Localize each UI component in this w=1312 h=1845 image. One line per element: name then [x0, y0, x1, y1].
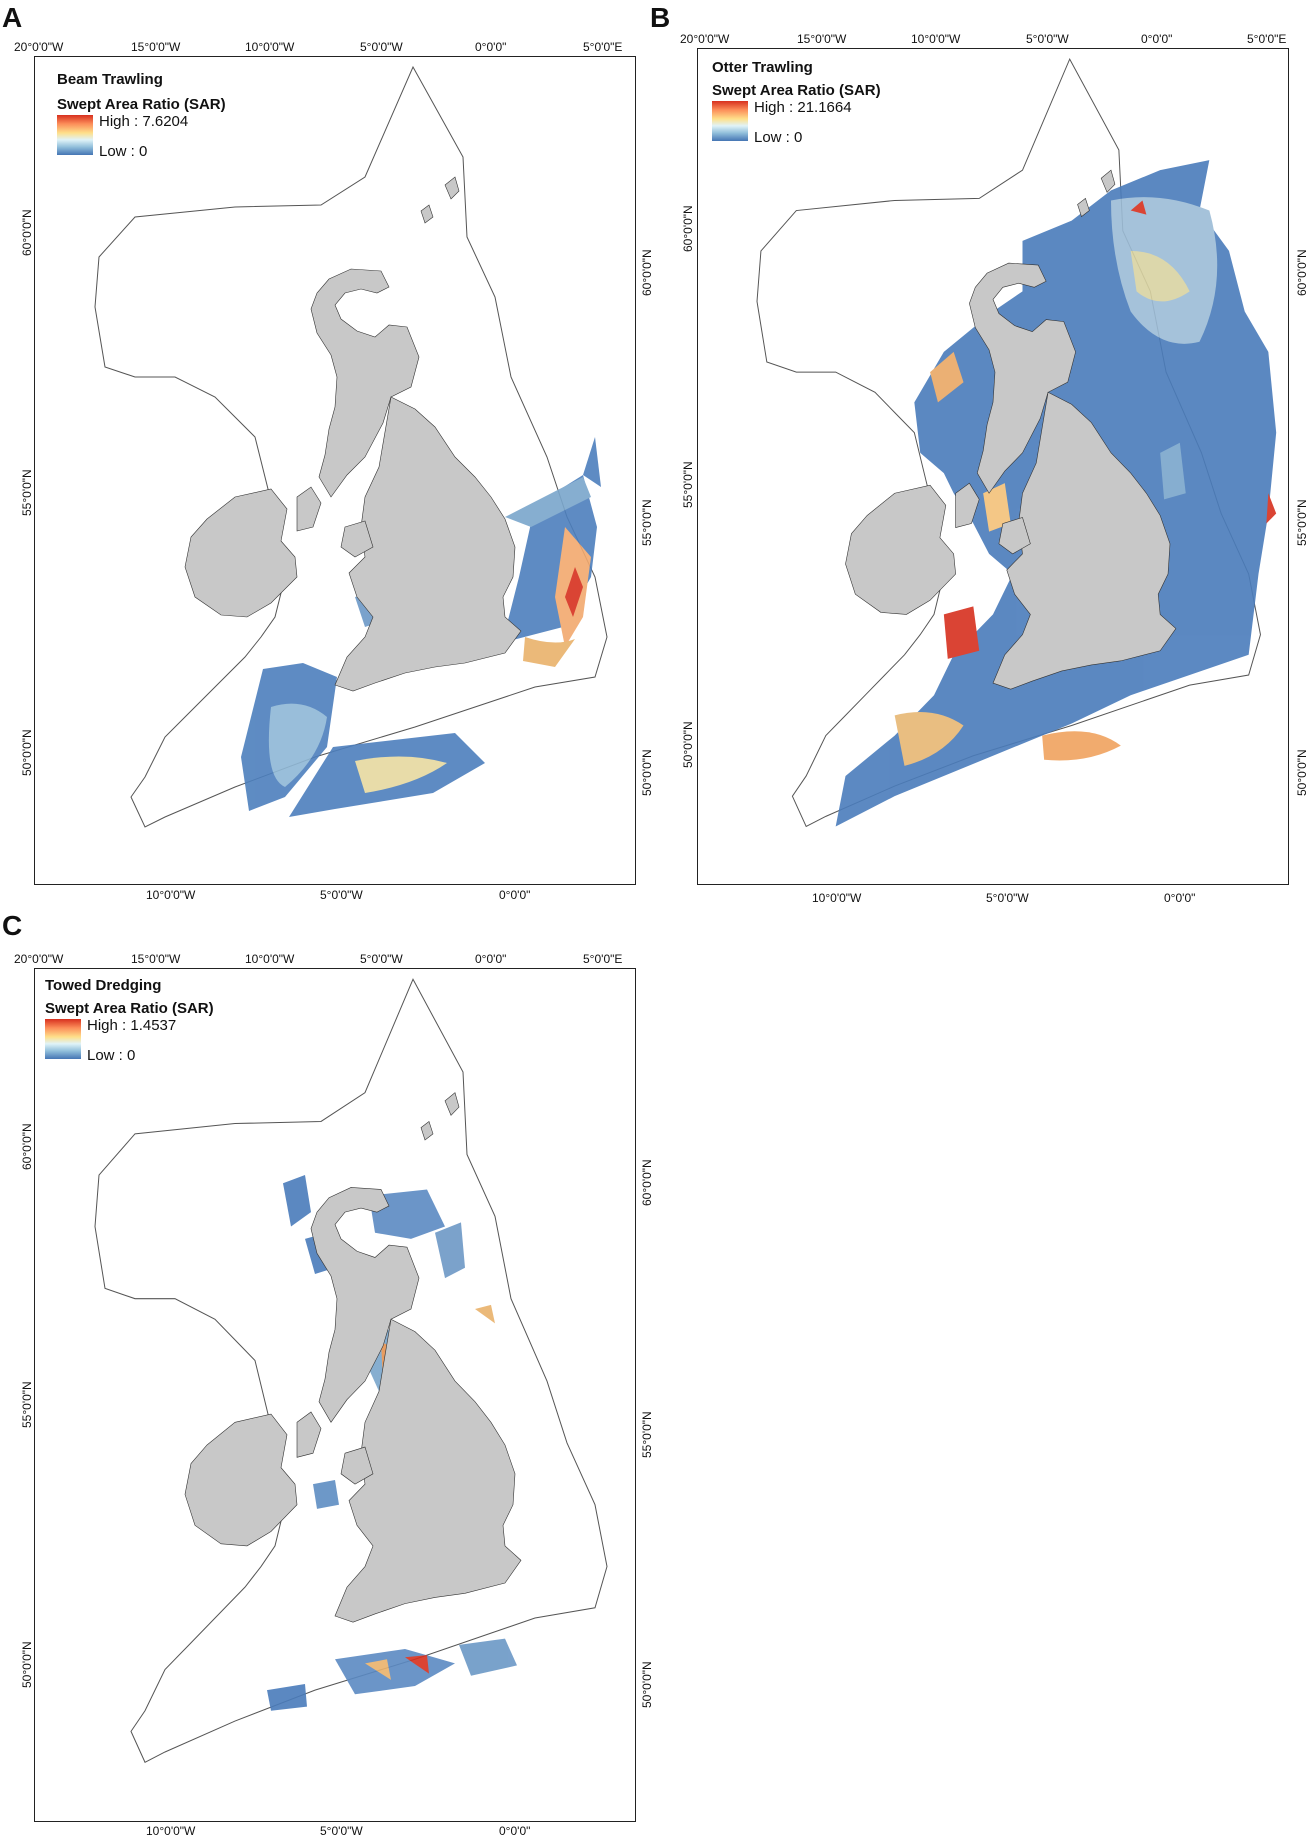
panel-letter: A — [2, 2, 23, 33]
top-tick-label: 5°0'0"W — [1026, 32, 1069, 46]
top-tick-label: 20°0'0"W — [680, 32, 730, 46]
right-tick-label: 60°0'0"N — [640, 249, 654, 296]
left-tick-label: 50°0'0"N — [681, 721, 695, 768]
legend-gear-title: Towed Dredging — [45, 977, 162, 994]
bottom-tick-label: 10°0'0"W — [146, 1824, 196, 1838]
left-tick-label: 55°0'0"N — [20, 1381, 34, 1428]
legend-high-label: High : 7.6204 — [99, 113, 189, 130]
map-frame: Beam Trawling Swept Area Ratio (SAR) Hig… — [34, 56, 636, 885]
top-tick-label: 15°0'0"W — [131, 952, 181, 966]
left-tick-label: 60°0'0"N — [20, 209, 34, 256]
bottom-tick-label: 5°0'0"W — [986, 891, 1029, 905]
right-tick-label: 55°0'0"N — [640, 1411, 654, 1458]
legend-sar-title: Swept Area Ratio (SAR) — [712, 82, 881, 99]
top-tick-label: 10°0'0"W — [245, 40, 295, 54]
top-tick-label: 10°0'0"W — [245, 952, 295, 966]
panel-letter: C — [2, 910, 23, 941]
top-tick-label: 0°0'0" — [475, 40, 507, 54]
map-canvas — [756, 58, 1277, 827]
legend-high-label: High : 21.1664 — [754, 99, 852, 116]
legend-sar-title: Swept Area Ratio (SAR) — [45, 1000, 214, 1017]
top-tick-label: 5°0'0"E — [1247, 32, 1287, 46]
top-tick-label: 15°0'0"W — [131, 40, 181, 54]
map-frame: Otter Trawling Swept Area Ratio (SAR) Hi… — [697, 48, 1289, 885]
top-tick-label: 15°0'0"W — [797, 32, 847, 46]
bottom-tick-label: 0°0'0" — [499, 888, 531, 902]
legend-gear-title: Beam Trawling — [57, 71, 163, 88]
sar-footprint-beam — [241, 437, 601, 817]
left-tick-label: 55°0'0"N — [681, 461, 695, 508]
legend-low-label: Low : 0 — [99, 143, 148, 160]
right-tick-label: 50°0'0"N — [640, 749, 654, 796]
color-ramp — [57, 115, 93, 155]
panel-letter: B — [650, 2, 671, 33]
legend-high-label: High : 1.4537 — [87, 1017, 177, 1034]
right-tick-label: 60°0'0"N — [640, 1159, 654, 1206]
left-tick-label: 60°0'0"N — [20, 1123, 34, 1170]
land-masses — [184, 1092, 522, 1623]
right-tick-label: 50°0'0"N — [1295, 749, 1309, 796]
legend-body: High : 7.6204 Low : 0 — [57, 113, 226, 163]
legend: Otter Trawling Swept Area Ratio (SAR) Hi… — [712, 59, 881, 149]
legend-body: High : 21.1664 Low : 0 — [712, 99, 881, 149]
bottom-tick-label: 5°0'0"W — [320, 888, 363, 902]
color-ramp — [712, 101, 748, 141]
top-tick-label: 20°0'0"W — [14, 40, 64, 54]
bottom-tick-label: 5°0'0"W — [320, 1824, 363, 1838]
legend-low-label: Low : 0 — [754, 129, 803, 146]
right-tick-label: 55°0'0"N — [1295, 499, 1309, 546]
bottom-tick-label: 0°0'0" — [1164, 891, 1196, 905]
top-tick-label: 5°0'0"E — [583, 40, 623, 54]
map-canvas — [94, 978, 608, 1763]
bottom-tick-label: 0°0'0" — [499, 1824, 531, 1838]
top-tick-label: 10°0'0"W — [911, 32, 961, 46]
left-tick-label: 50°0'0"N — [20, 729, 34, 776]
left-tick-label: 50°0'0"N — [20, 1641, 34, 1688]
left-tick-label: 60°0'0"N — [681, 205, 695, 252]
left-tick-label: 55°0'0"N — [20, 469, 34, 516]
top-tick-label: 0°0'0" — [475, 952, 507, 966]
legend: Beam Trawling Swept Area Ratio (SAR) Hig… — [57, 71, 226, 163]
top-tick-label: 20°0'0"W — [14, 952, 64, 966]
legend-low-label: Low : 0 — [87, 1047, 136, 1064]
legend: Towed Dredging Swept Area Ratio (SAR) Hi… — [45, 977, 214, 1067]
right-tick-label: 50°0'0"N — [640, 1661, 654, 1708]
top-tick-label: 5°0'0"W — [360, 40, 403, 54]
legend-gear-title: Otter Trawling — [712, 59, 813, 76]
top-tick-label: 0°0'0" — [1141, 32, 1173, 46]
bottom-tick-label: 10°0'0"W — [812, 891, 862, 905]
legend-body: High : 1.4537 Low : 0 — [45, 1017, 214, 1067]
color-ramp — [45, 1019, 81, 1059]
top-tick-label: 5°0'0"E — [583, 952, 623, 966]
map-canvas — [94, 66, 608, 828]
bottom-tick-label: 10°0'0"W — [146, 888, 196, 902]
right-tick-label: 55°0'0"N — [640, 499, 654, 546]
top-tick-label: 5°0'0"W — [360, 952, 403, 966]
map-frame: Towed Dredging Swept Area Ratio (SAR) Hi… — [34, 968, 636, 1822]
legend-sar-title: Swept Area Ratio (SAR) — [57, 96, 226, 113]
right-tick-label: 60°0'0"N — [1295, 249, 1309, 296]
land-masses — [184, 176, 522, 692]
